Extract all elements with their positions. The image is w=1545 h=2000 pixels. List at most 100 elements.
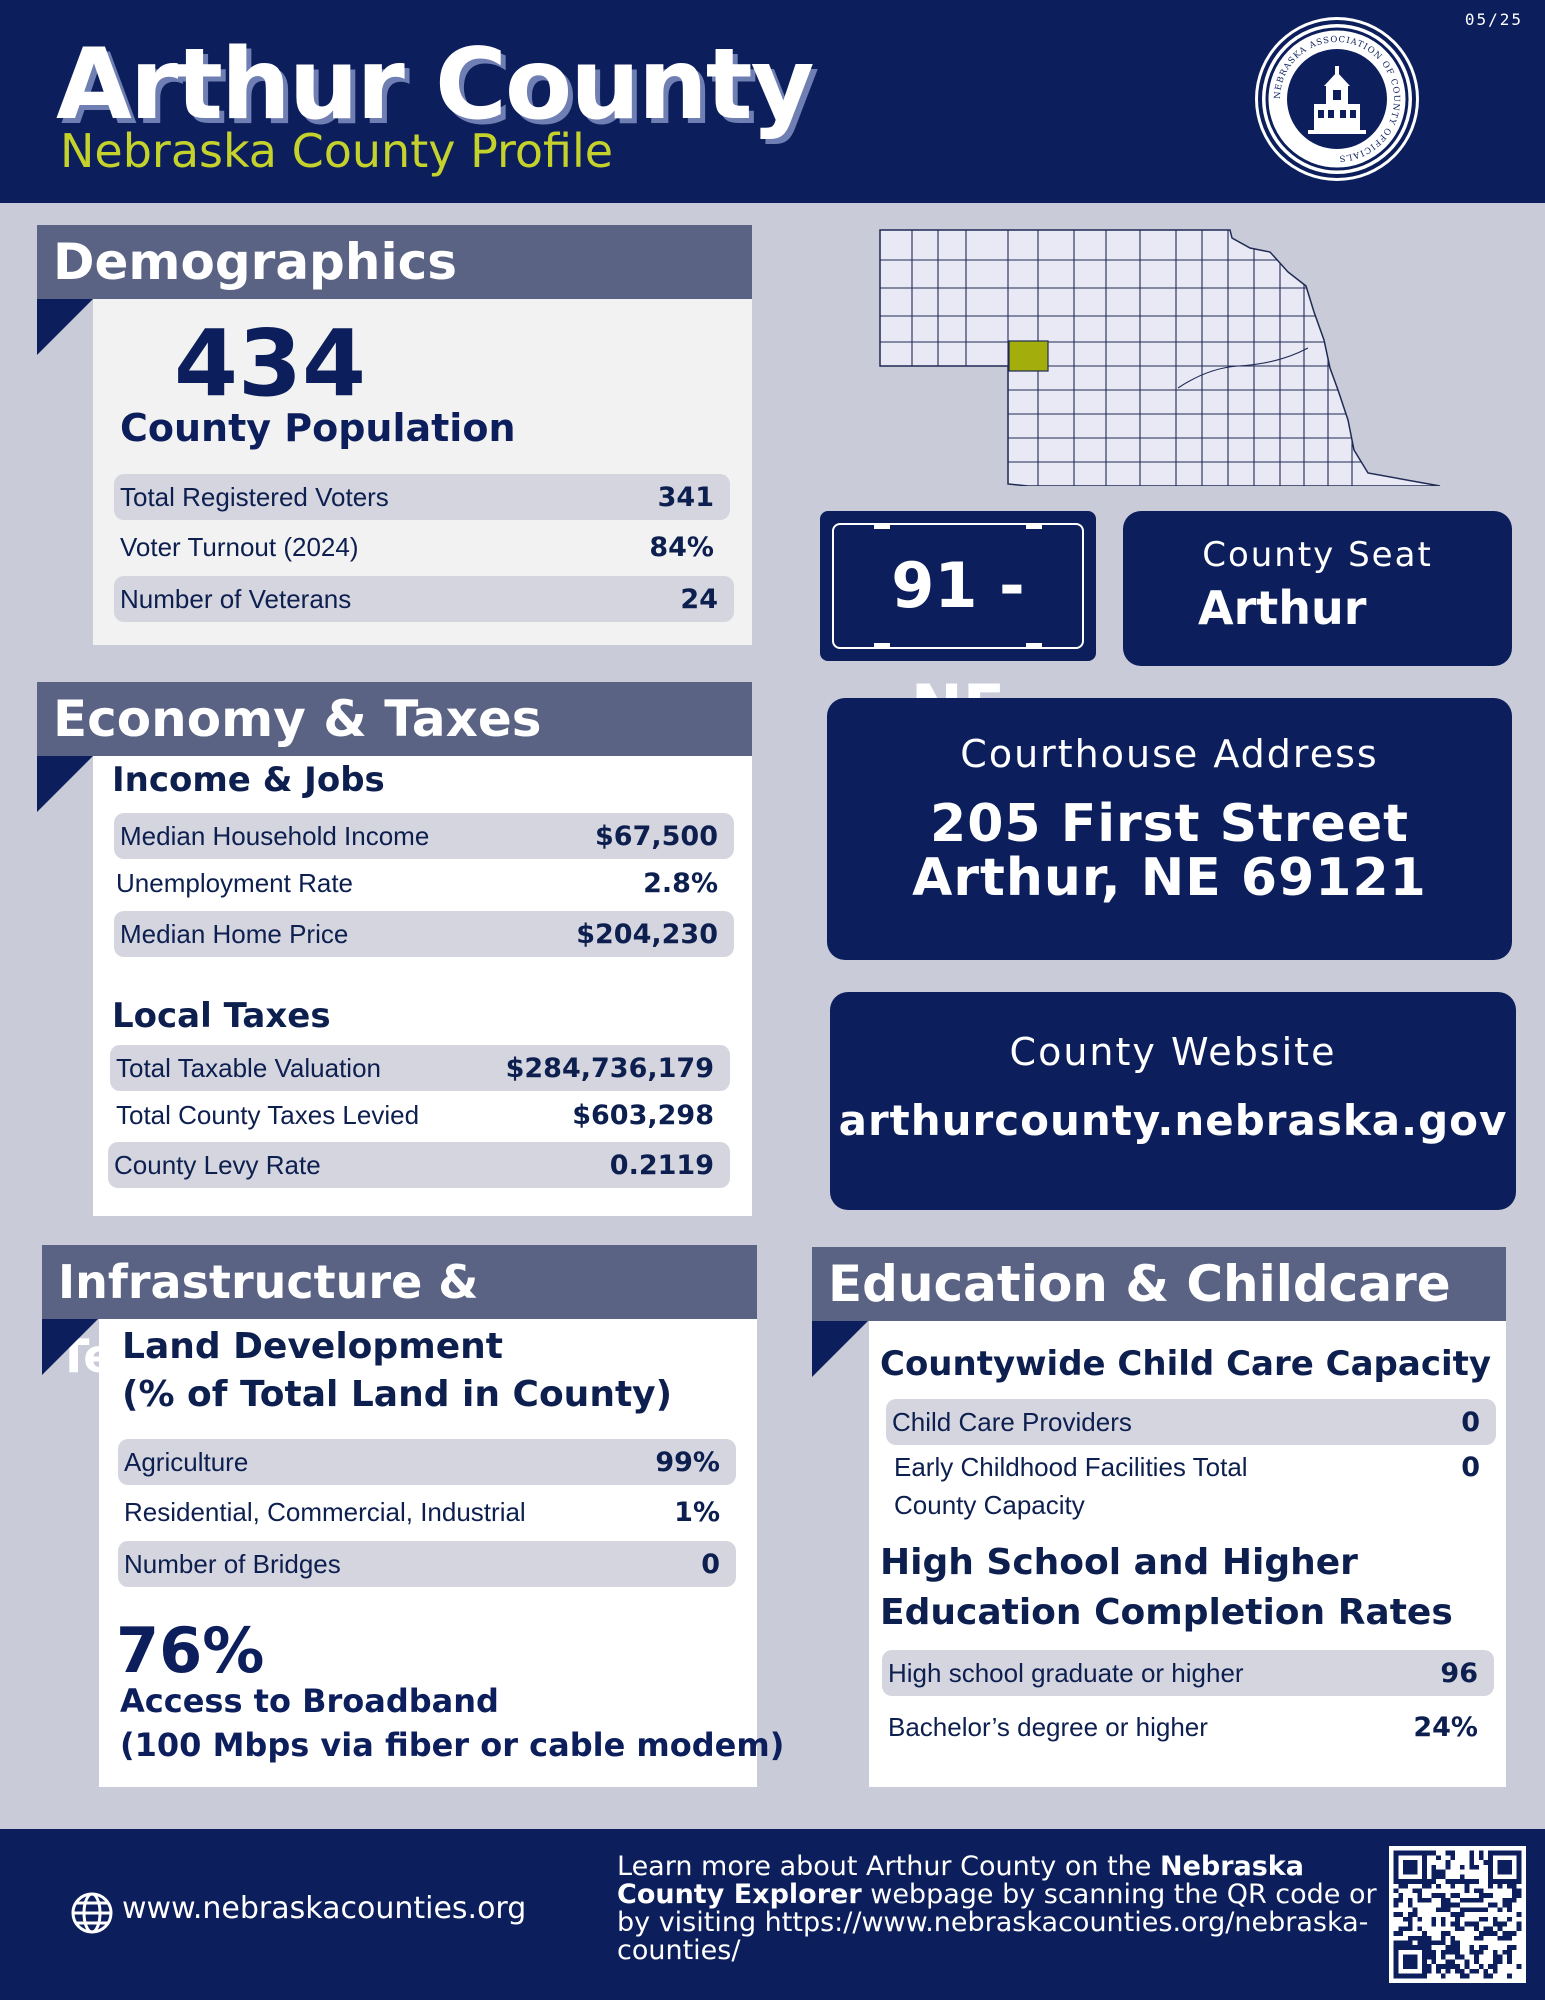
footer-text-part-2: webpage by scanning the QR code or by vi… (617, 1879, 1377, 1966)
registered-voters-row: Total Registered Voters 341 (114, 474, 730, 520)
median-home-price-value: $204,230 (576, 918, 718, 950)
county-seat-label: County Seat (1202, 535, 1433, 575)
footer: www.nebraskacounties.org Learn more abou… (0, 1829, 1545, 2000)
veterans-label: Number of Veterans (120, 583, 352, 614)
courthouse-label: Courthouse Address (960, 732, 1379, 776)
education-heading: Education & Childcare (812, 1247, 1506, 1321)
veterans-value: 24 (680, 583, 718, 615)
taxes-levied-label: Total County Taxes Levied (116, 1099, 420, 1130)
county-seat-box: County Seat Arthur (1123, 511, 1512, 666)
residential-label: Residential, Commercial, Industrial (124, 1496, 526, 1527)
website-value[interactable]: arthurcounty.nebraska.gov (838, 1096, 1508, 1145)
bachelors-row: Bachelor’s degree or higher 24% (882, 1704, 1494, 1750)
early-childhood-label-2: County Capacity (894, 1490, 1085, 1520)
early-childhood-value: 0 (1461, 1452, 1480, 1483)
broadband-label: Access to Broadband (120, 1682, 499, 1720)
county-seat-value: Arthur (1198, 581, 1367, 635)
bridges-label: Number of Bridges (124, 1548, 341, 1579)
early-childhood-label: Early Childhood Facilities Total (894, 1452, 1248, 1482)
plate-bolt (874, 525, 890, 529)
bridges-row: Number of Bridges 0 (118, 1541, 736, 1587)
unemployment-label: Unemployment Rate (116, 867, 353, 898)
website-label: County Website (1009, 1030, 1337, 1074)
taxable-valuation-value: $284,736,179 (505, 1052, 714, 1084)
high-school-graduate-label: High school graduate or higher (888, 1657, 1244, 1688)
page-subtitle: Nebraska County Profile (60, 124, 614, 178)
high-school-graduate-row: High school graduate or higher 96 (882, 1650, 1494, 1696)
education-card (869, 1321, 1506, 1787)
demographics-corner-marker (37, 299, 93, 355)
economy-heading: Economy & Taxes (37, 682, 752, 756)
bridges-value: 0 (701, 1548, 720, 1580)
education-corner-marker (812, 1321, 868, 1377)
residential-value: 1% (674, 1496, 720, 1528)
agriculture-value: 99% (655, 1446, 720, 1478)
plate-text: 91 - NE (832, 523, 1084, 744)
early-childhood-row: Early Childhood Facilities Total County … (894, 1452, 1496, 1532)
association-seal-logo: NEBRASKA ASSOCIATION OF COUNTY OFFICIALS (1258, 20, 1416, 178)
infrastructure-heading: Infrastructure & Technology (42, 1245, 757, 1383)
broadband-sublabel: (100 Mbps via fiber or cable modem) (120, 1726, 785, 1764)
median-income-label: Median Household Income (120, 820, 430, 851)
median-income-row: Median Household Income $67,500 (114, 813, 734, 859)
courthouse-line-1: 205 First Street (930, 794, 1409, 854)
unemployment-row: Unemployment Rate 2.8% (110, 860, 734, 906)
courthouse-line-2: Arthur, NE 69121 (912, 848, 1427, 908)
plate-bolt (874, 643, 890, 647)
arthur-county-highlight (1008, 340, 1049, 372)
median-home-price-row: Median Home Price $204,230 (114, 911, 734, 957)
page-title: Arthur County (56, 28, 815, 142)
childcare-providers-value: 0 (1461, 1406, 1480, 1438)
footer-text-bold[interactable]: Nebraska County Explorer (617, 1851, 1304, 1910)
levy-rate-label: County Levy Rate (114, 1149, 321, 1180)
taxes-levied-row: Total County Taxes Levied $603,298 (110, 1092, 730, 1138)
population-value: 434 (174, 310, 367, 417)
license-plate-prefix: 91 - NE (820, 511, 1096, 744)
local-taxes-heading: Local Taxes (112, 996, 331, 1036)
childcare-heading: Countywide Child Care Capacity (880, 1344, 1492, 1384)
population-label: County Population (120, 406, 516, 450)
infrastructure-corner-marker (42, 1319, 98, 1375)
veterans-row: Number of Veterans 24 (114, 576, 734, 622)
broadband-value: 76% (116, 1614, 265, 1687)
high-school-heading: High School and Higher (880, 1542, 1358, 1583)
plate-bolt (1026, 525, 1042, 529)
economy-corner-marker (37, 756, 93, 812)
globe-icon (70, 1891, 114, 1939)
footer-text-part-1: Learn more about Arthur County on the (617, 1851, 1160, 1882)
median-home-price-label: Median Home Price (120, 918, 349, 949)
footer-explorer-text: Learn more about Arthur County on the Ne… (617, 1853, 1377, 1965)
courthouse-address-box: Courthouse Address 205 First Street Arth… (827, 698, 1512, 960)
plate-bolt (1026, 643, 1042, 647)
taxes-levied-value: $603,298 (572, 1099, 714, 1131)
high-school-subheading: Education Completion Rates (880, 1592, 1453, 1633)
voter-turnout-row: Voter Turnout (2024) 84% (114, 524, 730, 570)
footer-website-link[interactable]: www.nebraskacounties.org (122, 1891, 527, 1926)
header-banner: 05/25 Arthur County Nebraska County Prof… (0, 0, 1545, 203)
land-development-heading: Land Development (122, 1326, 503, 1367)
high-school-graduate-value: 96 (1440, 1657, 1478, 1689)
median-income-value: $67,500 (595, 820, 718, 852)
levy-rate-value: 0.2119 (609, 1149, 714, 1181)
levy-rate-row: County Levy Rate 0.2119 (108, 1142, 730, 1188)
seal-icon: NEBRASKA ASSOCIATION OF COUNTY OFFICIALS (1265, 27, 1409, 171)
taxable-valuation-row: Total Taxable Valuation $284,736,179 (110, 1045, 730, 1091)
unemployment-value: 2.8% (643, 867, 718, 899)
agriculture-label: Agriculture (124, 1446, 249, 1477)
agriculture-row: Agriculture 99% (118, 1439, 736, 1485)
voter-turnout-label: Voter Turnout (2024) (120, 531, 359, 562)
qr-code[interactable] (1389, 1846, 1526, 1983)
childcare-providers-row: Child Care Providers 0 (886, 1399, 1496, 1445)
residential-row: Residential, Commercial, Industrial 1% (118, 1489, 736, 1535)
bachelors-value: 24% (1413, 1711, 1478, 1743)
date-label: 05/25 (1464, 10, 1523, 29)
land-development-subheading: (% of Total Land in County) (122, 1374, 673, 1415)
nebraska-county-map (878, 228, 1444, 487)
registered-voters-value: 341 (657, 481, 714, 513)
county-website-box: County Website arthurcounty.nebraska.gov (830, 992, 1516, 1210)
voter-turnout-value: 84% (649, 531, 714, 563)
taxable-valuation-label: Total Taxable Valuation (116, 1052, 382, 1083)
demographics-heading: Demographics (37, 225, 752, 299)
income-jobs-heading: Income & Jobs (112, 760, 385, 800)
bachelors-label: Bachelor’s degree or higher (888, 1711, 1208, 1742)
